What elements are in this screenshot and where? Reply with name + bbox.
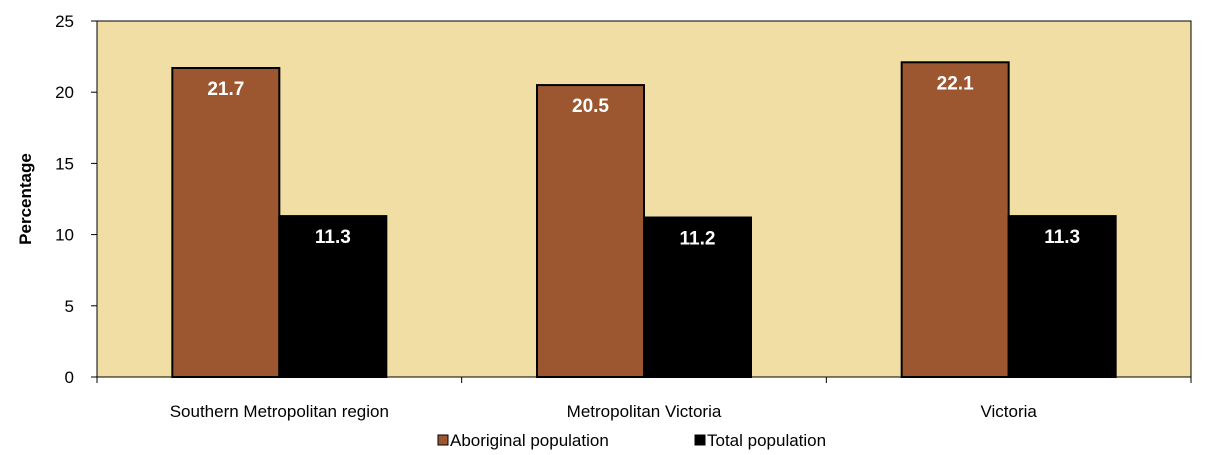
legend: Aboriginal population Total population: [437, 431, 826, 450]
legend-label: Total population: [707, 431, 826, 450]
category-label: Southern Metropolitan region: [170, 402, 389, 421]
legend-label: Aboriginal population: [450, 431, 609, 450]
y-axis-label: Percentage: [16, 153, 35, 245]
bar-aboriginal: [171, 66, 281, 378]
y-tick-label: 20: [55, 83, 74, 102]
y-tick-label: 0: [65, 368, 74, 387]
bar-total: [1007, 215, 1117, 378]
data-label: 22.1: [937, 73, 974, 94]
y-axis: 0 5 10 15 20 25: [55, 12, 97, 387]
bar-total: [278, 215, 388, 378]
category-label: Metropolitan Victoria: [567, 402, 722, 421]
bar-aboriginal: [900, 61, 1010, 379]
data-label: 11.3: [315, 227, 351, 248]
category-label: Victoria: [980, 402, 1037, 421]
x-axis: Southern Metropolitan region Metropolitan…: [96, 377, 1192, 421]
y-tick-label: 15: [55, 154, 74, 173]
legend-swatch: [437, 434, 449, 446]
data-label: 21.7: [207, 79, 244, 100]
y-tick-label: 5: [65, 297, 74, 316]
bar-total: [643, 216, 752, 378]
y-tick-label: 10: [55, 226, 74, 245]
legend-swatch: [694, 434, 706, 446]
data-label: 11.2: [680, 229, 716, 250]
data-label: 20.5: [572, 96, 609, 117]
bars: [171, 61, 1117, 379]
y-tick-label: 25: [55, 12, 74, 31]
data-labels: 21.7 11.3 20.5 11.2 22.1 11.3: [207, 73, 1080, 249]
data-label: 11.3: [1044, 227, 1080, 248]
bar-aboriginal: [536, 84, 645, 379]
